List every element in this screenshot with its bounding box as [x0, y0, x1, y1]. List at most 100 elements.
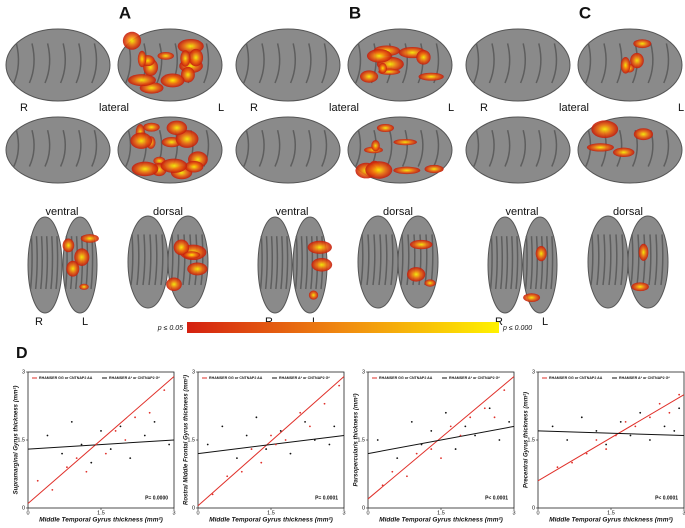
- data-point: [153, 420, 156, 423]
- sulcus: [13, 130, 20, 167]
- data-point: [289, 452, 292, 455]
- activation: [424, 279, 436, 287]
- view-label: dorsal: [383, 206, 413, 218]
- colorbar: [187, 322, 499, 333]
- sulcus: [636, 234, 640, 286]
- data-point: [551, 425, 554, 428]
- p-value: P= 0.0000: [145, 495, 168, 501]
- x-tick-label: 0: [196, 510, 199, 516]
- activation: [166, 120, 188, 136]
- sulcus: [620, 234, 624, 286]
- y-tick-label: 1.5: [17, 437, 25, 443]
- x-tick-label: 1.5: [437, 510, 445, 516]
- activation: [157, 51, 174, 60]
- sulcus: [182, 234, 186, 286]
- activation: [180, 50, 191, 67]
- data-point: [376, 439, 379, 441]
- activation: [376, 123, 394, 133]
- sulcus: [551, 130, 558, 167]
- data-point: [270, 434, 272, 437]
- activation: [66, 260, 80, 277]
- sulcus: [535, 43, 542, 84]
- data-point: [668, 411, 671, 414]
- fit-line: [367, 376, 515, 500]
- fit-line: [537, 394, 685, 482]
- x-tick-label: 0: [536, 510, 539, 516]
- data-point: [430, 430, 433, 432]
- legend-label: RHAMSER A* or CNTNAP2 G*: [109, 376, 160, 380]
- data-point: [381, 484, 384, 487]
- activation: [160, 158, 188, 173]
- x-tick-label: 1.5: [97, 510, 105, 516]
- data-point: [444, 411, 447, 414]
- sulcus: [285, 236, 289, 290]
- sulcus: [602, 234, 606, 286]
- data-point: [114, 430, 117, 432]
- data-point: [250, 448, 253, 450]
- data-point: [104, 452, 107, 455]
- sulcus: [321, 130, 328, 167]
- data-point: [503, 389, 506, 392]
- activation: [128, 74, 156, 87]
- sulcus: [142, 234, 146, 286]
- data-point: [36, 479, 39, 482]
- sulcus: [203, 43, 210, 84]
- fit-line: [27, 439, 175, 450]
- sulcus: [384, 234, 388, 286]
- sulcus: [418, 234, 422, 286]
- sulcus: [188, 234, 192, 286]
- x-tick-label: 3: [172, 510, 175, 516]
- data-point: [430, 448, 433, 450]
- sulcus: [274, 130, 281, 167]
- sulcus: [258, 130, 265, 167]
- data-point: [469, 416, 472, 419]
- data-point: [226, 475, 229, 478]
- sulcus: [28, 130, 35, 167]
- activation: [62, 238, 75, 253]
- data-point: [143, 434, 146, 437]
- sulcus: [504, 43, 511, 84]
- data-point: [236, 457, 238, 460]
- side-label: L: [82, 316, 88, 328]
- legend-label: RHAMSER GG or CNTNAP2 AA: [379, 376, 433, 380]
- data-point: [678, 407, 681, 410]
- data-point: [634, 425, 637, 428]
- data-point: [206, 443, 209, 446]
- sulcus: [540, 236, 544, 290]
- activation: [360, 70, 379, 83]
- colorbar-high: p ≤ 0.000: [502, 325, 532, 332]
- sulcus: [535, 236, 539, 290]
- sulcus: [274, 43, 281, 84]
- sulcus: [75, 43, 82, 84]
- data-point: [284, 439, 287, 441]
- data-point: [61, 452, 63, 455]
- y-tick-label: 3: [192, 369, 195, 375]
- data-point: [459, 434, 462, 437]
- data-point: [649, 416, 651, 419]
- activation: [184, 161, 204, 173]
- view-label: lateral: [99, 102, 129, 114]
- data-point: [614, 434, 617, 437]
- sulcus: [648, 234, 652, 286]
- sulcus: [243, 43, 250, 84]
- sulcus: [91, 130, 98, 167]
- sulcus: [551, 43, 558, 84]
- data-point: [639, 411, 642, 414]
- data-point: [323, 402, 326, 405]
- sulcus: [519, 130, 527, 167]
- y-tick-label: 3: [22, 369, 25, 375]
- x-tick-label: 0: [26, 510, 29, 516]
- data-point: [624, 420, 627, 423]
- sulcus: [550, 236, 554, 290]
- view-label: lateral: [559, 102, 589, 114]
- sulcus: [40, 236, 44, 290]
- y-tick-label: 3: [362, 369, 365, 375]
- fit-line: [197, 376, 345, 507]
- data-point: [265, 448, 268, 450]
- y-tick-label: 1.5: [357, 437, 365, 443]
- fit-line: [537, 430, 685, 436]
- activation: [630, 52, 644, 69]
- sulcus: [378, 234, 382, 286]
- sulcus: [660, 234, 664, 286]
- y-tick-label: 0: [22, 505, 25, 511]
